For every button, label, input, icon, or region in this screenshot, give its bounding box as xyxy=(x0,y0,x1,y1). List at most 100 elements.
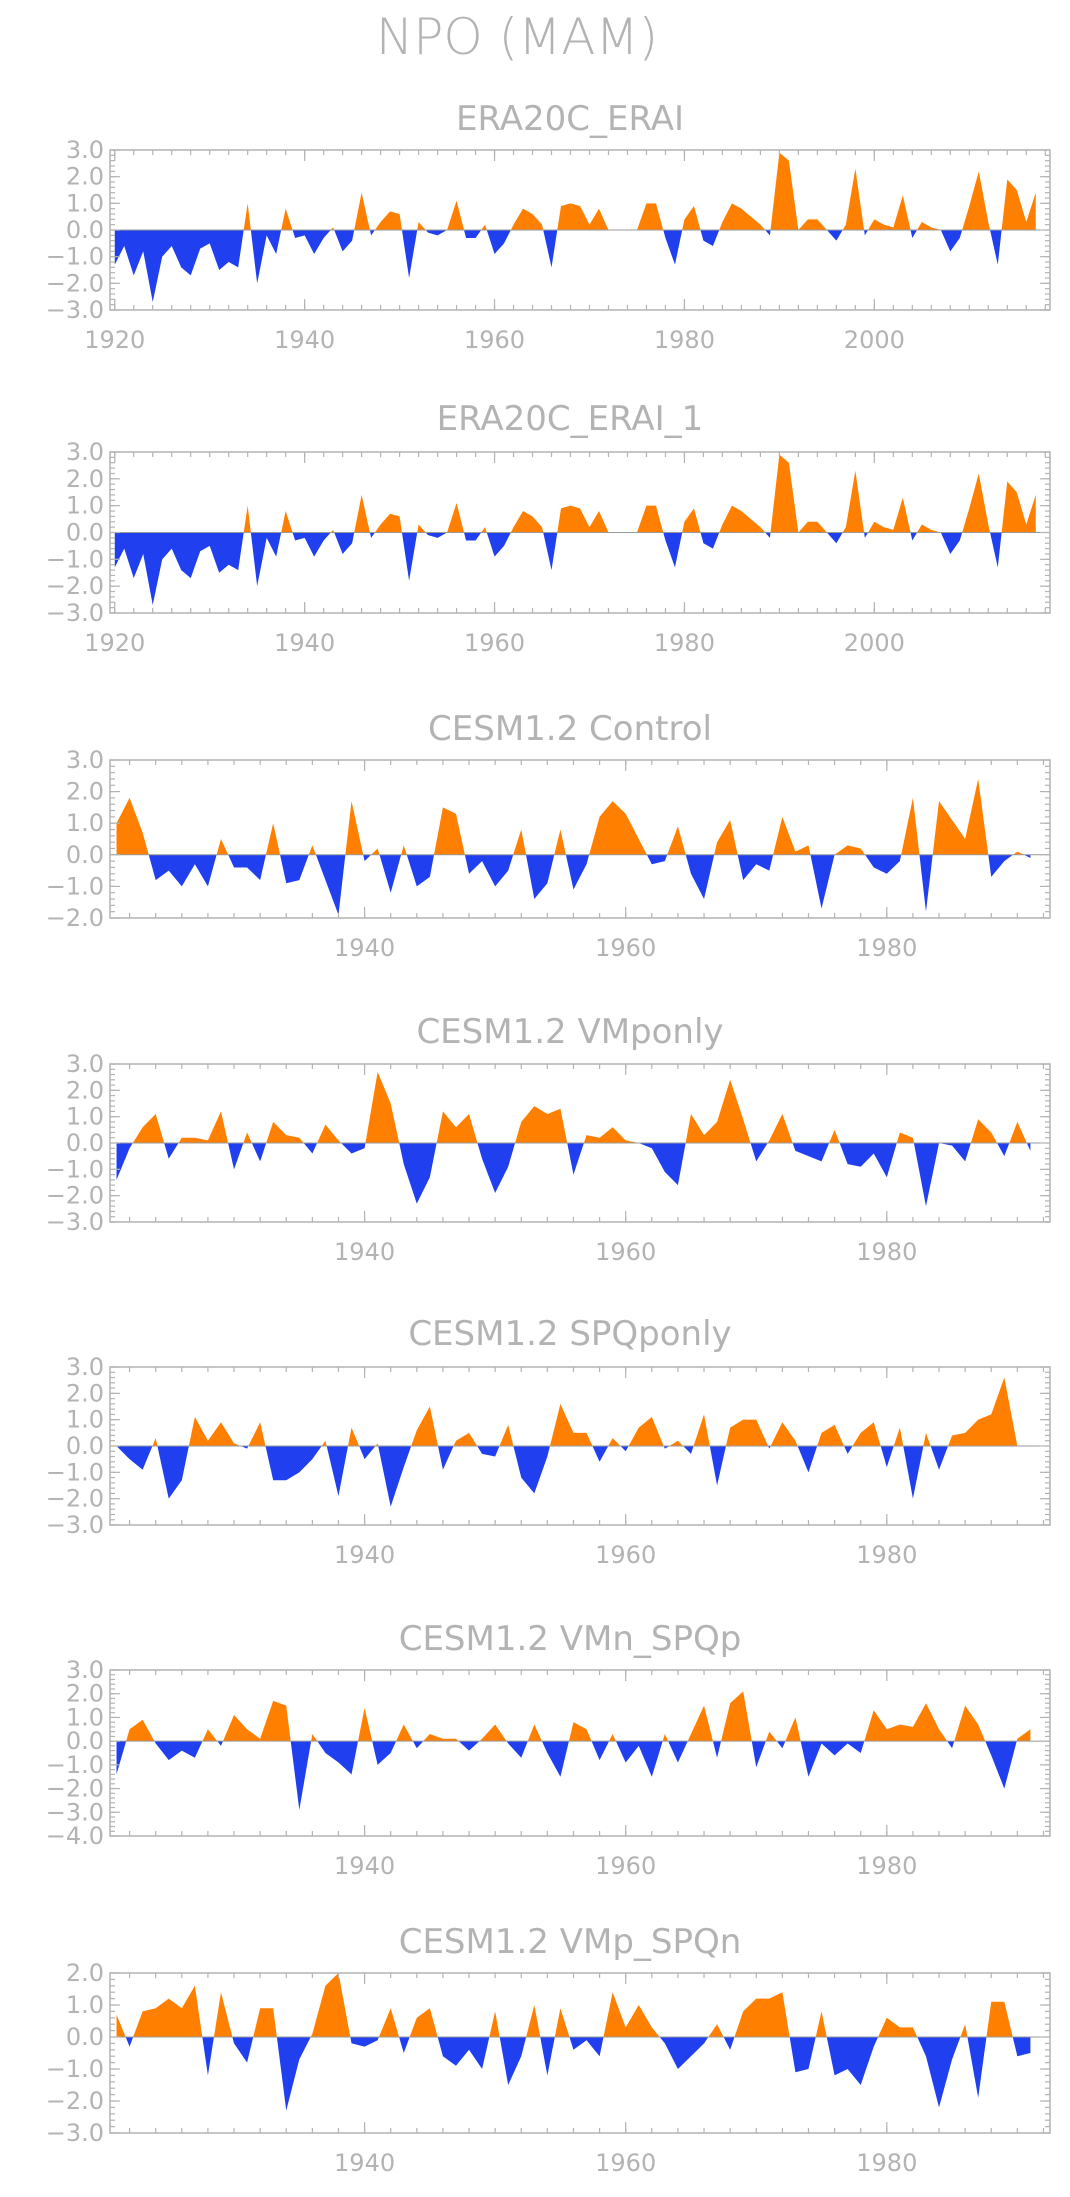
positive-area xyxy=(116,778,1031,855)
y-tick-label: 1.0 xyxy=(66,1406,104,1434)
y-tick-label: −3.0 xyxy=(46,1208,104,1236)
x-tick-label: 1960 xyxy=(595,934,656,962)
x-tick-label: 1940 xyxy=(334,1541,395,1569)
negative-area xyxy=(116,854,1031,915)
y-tick-label: 3.0 xyxy=(66,1353,104,1381)
y-tick-label: 1.0 xyxy=(66,1991,104,2019)
x-tick-label: 1940 xyxy=(334,1852,395,1880)
y-tick-label: 3.0 xyxy=(66,136,104,164)
y-tick-label: 1.0 xyxy=(66,492,104,520)
x-tick-label: 1960 xyxy=(595,1852,656,1880)
y-tick-label: −1.0 xyxy=(46,872,104,900)
plot-frame xyxy=(109,1972,1051,2134)
positive-area xyxy=(116,1691,1031,1742)
panel-2: ERA20C_ERAI_1 3.02.01.00.0−1.0−2.0−3.0192… xyxy=(46,399,1051,657)
negative-area xyxy=(116,2037,1031,2111)
y-tick-label: −1.0 xyxy=(46,2055,104,2083)
y-tick-label: −3.0 xyxy=(46,1798,104,1826)
x-tick-label: 1940 xyxy=(334,934,395,962)
x-tick-label: 1980 xyxy=(856,1852,917,1880)
y-tick-label: −3.0 xyxy=(46,1511,104,1539)
figure-title: NPO (MAM) xyxy=(376,8,658,66)
y-tick-label: −3.0 xyxy=(46,2119,104,2147)
y-tick-label: 2.0 xyxy=(66,1959,104,1987)
y-tick-label: 2.0 xyxy=(66,1680,104,1708)
panel-title: CESM1.2 Control xyxy=(428,709,712,749)
positive-area xyxy=(116,1071,1031,1143)
x-tick-label: 1960 xyxy=(595,1541,656,1569)
x-tick-label: 1940 xyxy=(274,629,335,657)
plot-frame xyxy=(109,759,1051,919)
y-tick-label: −4.0 xyxy=(46,1822,104,1850)
y-tick-label: −2.0 xyxy=(46,269,104,297)
x-tick-label: 1980 xyxy=(856,2149,917,2177)
x-tick-label: 1920 xyxy=(84,326,145,354)
y-tick-label: −1.0 xyxy=(46,1751,104,1779)
negative-area xyxy=(116,1143,1031,1207)
panel-3: CESM1.2 Control 3.0 2.0 1.0 0.0 −1.0 −2.0 1940 1… xyxy=(46,709,1051,962)
x-tick-label: 1980 xyxy=(654,326,715,354)
data-points xyxy=(116,1690,1032,1811)
positive-area xyxy=(114,454,1036,533)
y-tick-label: 0.0 xyxy=(66,216,104,244)
positive-area xyxy=(116,1973,1031,2037)
y-tick-label: 2.0 xyxy=(66,465,104,493)
panel-title: ERA20C_ERAI xyxy=(456,99,684,139)
x-tick-label: 1960 xyxy=(595,1238,656,1266)
x-tick-label: 1980 xyxy=(856,1541,917,1569)
y-tick-label: −2.0 xyxy=(46,1775,104,1803)
x-tick-label: 2000 xyxy=(844,326,905,354)
x-tick-label: 1940 xyxy=(274,326,335,354)
negative-area xyxy=(114,230,1036,302)
panel-6: CESM1.2 VMn_SPQp 3.02.01.00.0−1.0−2.0−3.0… xyxy=(46,1619,1051,1880)
data-points xyxy=(116,1071,1032,1207)
y-tick-label: 2.0 xyxy=(66,1076,104,1104)
y-tick-label: 2.0 xyxy=(66,778,104,806)
x-tick-label: 1920 xyxy=(84,629,145,657)
panel-5: CESM1.2 SPQponly 3.02.01.00.0−1.0−2.0−3.0… xyxy=(46,1314,1051,1569)
y-tick-label: −2.0 xyxy=(46,572,104,600)
y-tick-label: −2.0 xyxy=(46,1182,104,1210)
panel-title: CESM1.2 SPQponly xyxy=(408,1314,731,1354)
panel-title: CESM1.2 VMponly xyxy=(416,1012,723,1052)
y-tick-label: −1.0 xyxy=(46,243,104,271)
y-tick-label: 1.0 xyxy=(66,1103,104,1131)
y-tick-label: −3.0 xyxy=(46,599,104,627)
y-tick-label: −3.0 xyxy=(46,296,104,324)
panel-title: CESM1.2 VMn_SPQp xyxy=(399,1619,742,1659)
x-tick-label: 1980 xyxy=(654,629,715,657)
y-tick-label: 0.0 xyxy=(66,2023,104,2051)
panel-title: CESM1.2 VMp_SPQn xyxy=(399,1922,742,1962)
y-tick-label: 1.0 xyxy=(66,189,104,217)
y-tick-label: −2.0 xyxy=(46,2087,104,2115)
y-tick-label: 3.0 xyxy=(66,438,104,466)
positive-area xyxy=(116,1377,1018,1446)
y-tick-label: −1.0 xyxy=(46,545,104,573)
y-tick-label: 0.0 xyxy=(66,1727,104,1755)
y-tick-label: 0.0 xyxy=(66,519,104,547)
y-tick-label: −1.0 xyxy=(46,1155,104,1183)
y-tick-label: 2.0 xyxy=(66,1379,104,1407)
y-tick-label: 0.0 xyxy=(66,841,104,869)
negative-area xyxy=(116,1446,1018,1507)
x-tick-label: 1960 xyxy=(595,2149,656,2177)
y-tick-label: −2.0 xyxy=(46,1485,104,1513)
plot-frame xyxy=(109,1669,1051,1837)
panel-7: CESM1.2 VMp_SPQn 2.0 1.0 0.0 −1.0 −2.0 −3.0 194… xyxy=(46,1922,1051,2177)
y-tick-label: 1.0 xyxy=(66,1703,104,1731)
y-tick-label: −2.0 xyxy=(46,904,104,932)
y-tick-label: 3.0 xyxy=(66,1656,104,1684)
data-points xyxy=(116,778,1032,916)
y-tick-label: 3.0 xyxy=(66,1050,104,1078)
y-tick-label: 2.0 xyxy=(66,163,104,191)
panel-title: ERA20C_ERAI_1 xyxy=(437,399,704,439)
x-tick-label: 1980 xyxy=(856,934,917,962)
y-tick-label: 0.0 xyxy=(66,1129,104,1157)
x-tick-label: 2000 xyxy=(844,629,905,657)
x-tick-label: 1980 xyxy=(856,1238,917,1266)
y-tick-label: 1.0 xyxy=(66,809,104,837)
negative-area xyxy=(114,532,1036,605)
